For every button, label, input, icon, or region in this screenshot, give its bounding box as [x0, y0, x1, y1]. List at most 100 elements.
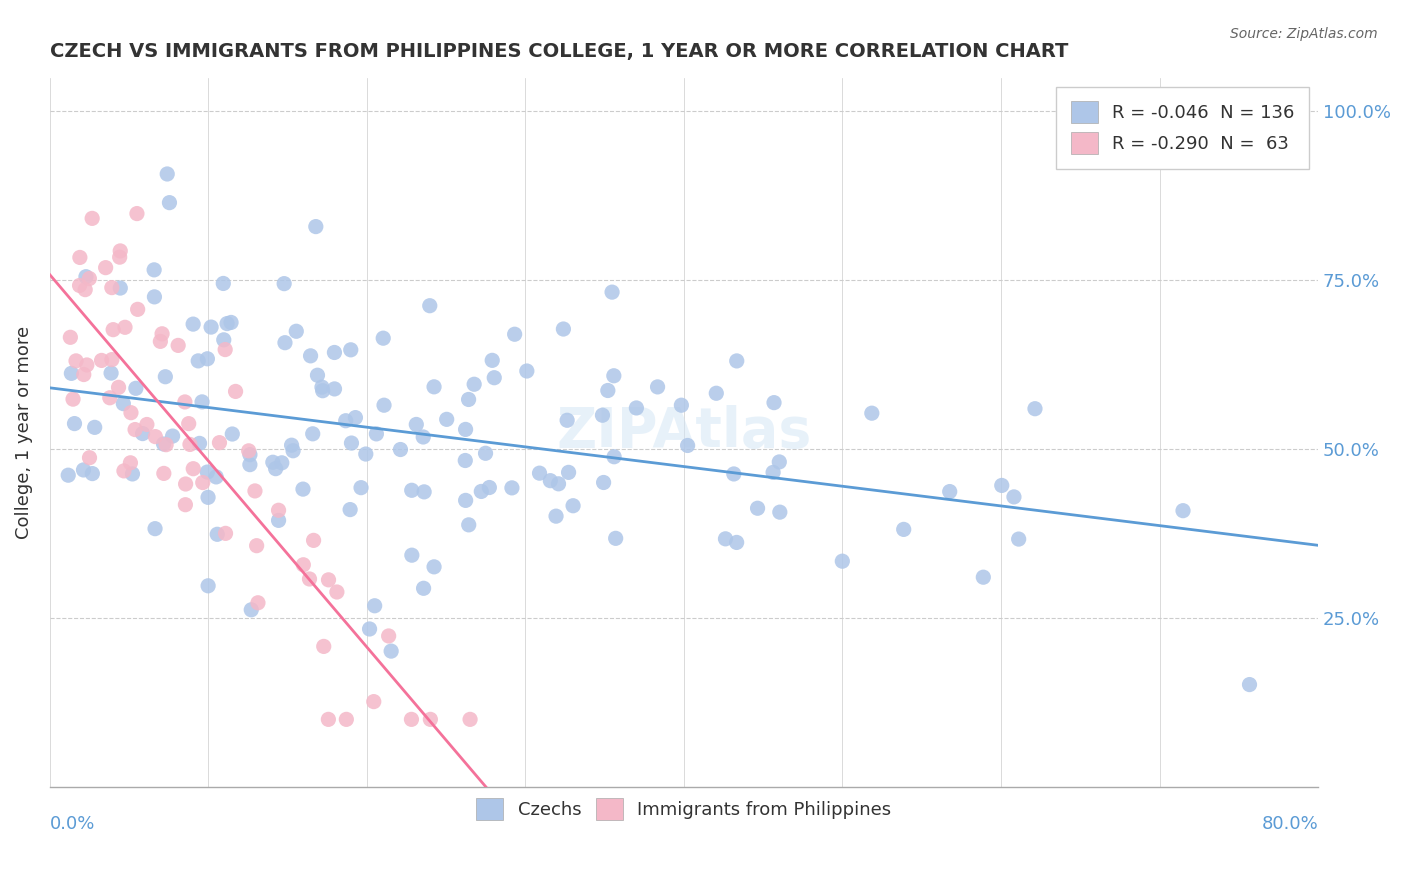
Point [131, 426, 153, 441]
Point [676, 438, 699, 452]
Point [107, 380, 129, 394]
Point [264, 461, 287, 475]
Point [60, 367, 83, 381]
Point [323, 382, 346, 396]
Point [239, 448, 262, 462]
Point [280, 438, 302, 452]
Point [503, 327, 526, 342]
Point [747, 501, 769, 516]
Point [246, 539, 269, 553]
Point [143, 429, 166, 443]
Point [135, 417, 157, 432]
Point [1024, 401, 1046, 416]
Point [538, 474, 561, 488]
Point [90, 353, 112, 368]
Point [215, 317, 238, 331]
Point [419, 299, 441, 313]
Point [100, 366, 122, 380]
Point [212, 277, 235, 291]
Point [544, 509, 567, 524]
Point [323, 345, 346, 359]
Point [149, 334, 172, 349]
Point [187, 354, 209, 368]
Point [423, 559, 446, 574]
Point [72, 463, 94, 477]
Point [152, 437, 174, 451]
Point [350, 481, 373, 495]
Text: Source: ZipAtlas.com: Source: ZipAtlas.com [1230, 27, 1378, 41]
Point [768, 455, 790, 469]
Point [311, 380, 333, 394]
Point [457, 392, 479, 407]
Point [335, 414, 357, 428]
Point [207, 527, 229, 541]
Point [101, 323, 124, 337]
Point [153, 467, 176, 481]
Point [94, 260, 117, 275]
Text: ZIPAtlas: ZIPAtlas [557, 405, 811, 459]
Point [174, 477, 197, 491]
Point [73, 368, 96, 382]
Point [225, 384, 247, 399]
Point [769, 505, 792, 519]
Point [423, 380, 446, 394]
Point [155, 438, 177, 452]
Point [647, 380, 669, 394]
Point [120, 456, 142, 470]
Point [299, 349, 322, 363]
Point [714, 532, 737, 546]
Point [470, 484, 492, 499]
Point [214, 343, 236, 357]
Point [481, 353, 503, 368]
Point [305, 219, 328, 234]
Point [191, 475, 214, 490]
Point [344, 410, 367, 425]
Point [65, 354, 87, 368]
Point [763, 395, 786, 409]
Point [191, 395, 214, 409]
Point [101, 280, 124, 294]
Point [243, 483, 266, 498]
Point [366, 426, 388, 441]
Point [454, 493, 477, 508]
Point [405, 417, 427, 432]
Point [704, 386, 727, 401]
Point [389, 442, 412, 457]
Point [167, 338, 190, 352]
Point [112, 464, 135, 478]
Point [125, 381, 148, 395]
Point [339, 343, 361, 357]
Point [208, 435, 231, 450]
Point [238, 443, 260, 458]
Point [156, 167, 179, 181]
Point [603, 368, 626, 383]
Point [155, 369, 177, 384]
Point [162, 429, 184, 443]
Point [76, 358, 98, 372]
Point [75, 283, 97, 297]
Point [197, 579, 219, 593]
Point [69, 251, 91, 265]
Point [419, 712, 441, 726]
Point [562, 499, 585, 513]
Point [340, 436, 363, 450]
Point [592, 475, 614, 490]
Point [301, 426, 323, 441]
Point [413, 484, 436, 499]
Point [302, 533, 325, 548]
Point [555, 413, 578, 427]
Point [363, 599, 385, 613]
Point [181, 317, 204, 331]
Point [281, 443, 304, 458]
Point [120, 406, 142, 420]
Point [143, 290, 166, 304]
Point [124, 423, 146, 437]
Point [83, 420, 105, 434]
Point [270, 456, 292, 470]
Point [285, 324, 308, 338]
Point [359, 622, 381, 636]
Point [553, 322, 575, 336]
Point [312, 640, 335, 654]
Point [112, 397, 135, 411]
Point [474, 446, 496, 460]
